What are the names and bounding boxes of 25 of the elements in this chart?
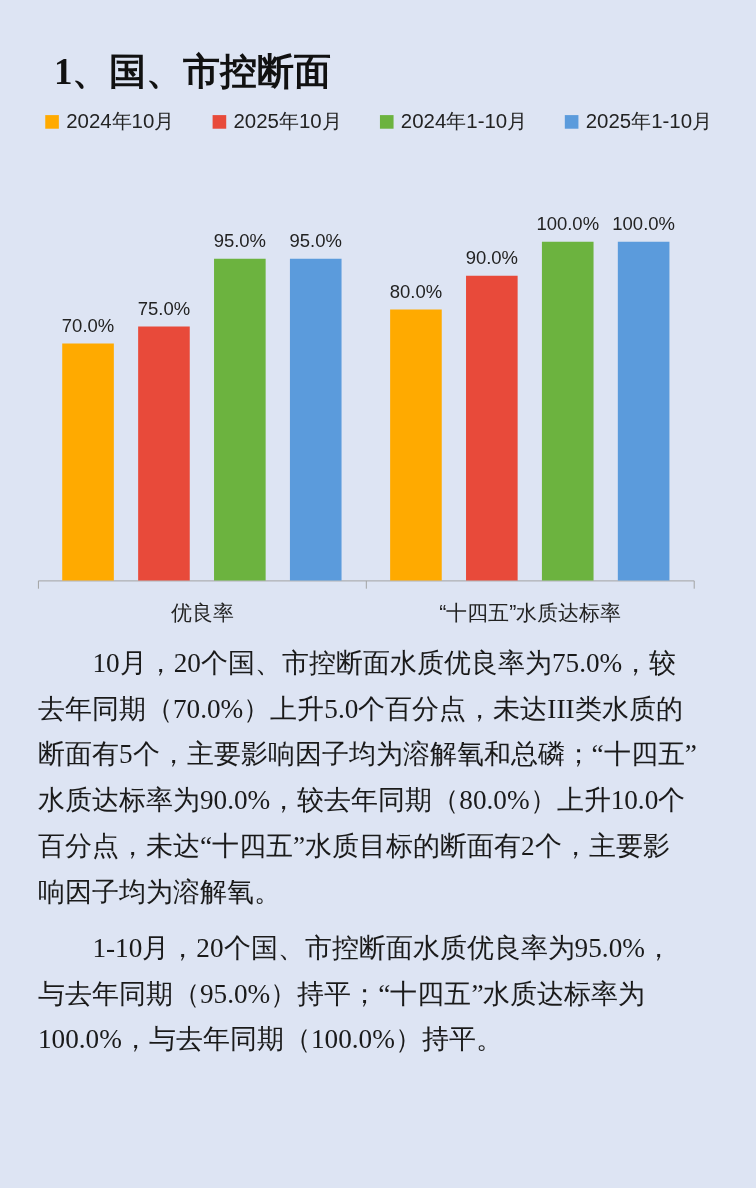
bar: [289, 258, 342, 581]
data-label: 100.0%: [536, 213, 600, 235]
data-label: 95.0%: [213, 230, 267, 252]
bar: [390, 309, 442, 581]
chart-title: 1、国、市控断面: [54, 51, 332, 93]
data-label: 95.0%: [289, 230, 342, 252]
x-tick-label: 优良率: [170, 600, 234, 625]
bar: [138, 326, 190, 581]
bar: [617, 241, 670, 581]
x-tick-label: “十四五”水质达标率: [439, 600, 622, 625]
text: 10月，20个国、市控断面水质优良率为75.0%，较去年同期（70.0%）上升5.0个百分点，未达III类水质的断面有5个，主要影响因子均为溶解氧和总磷；“十四五”水质达标率为90.0%，较去年同期（80.0%）上升10.0个百分点，未达“十四五”水质目标的断面有2个，主要影响因子均为溶解氧。: [37, 647, 697, 907]
data-label: 75.0%: [137, 297, 191, 319]
legend-label: 2025年10月: [233, 109, 342, 132]
bar: [541, 241, 594, 581]
legend-label: 2024年10月: [66, 109, 175, 132]
data-label: 70.0%: [61, 314, 115, 336]
text: 1-10月，20个国、市控断面水质优良率为95.0%，与去年同期（95.0%）持平；“十四五”水质达标率为100.0%，与去年同期（100.0%）持平。: [37, 932, 672, 1055]
data-label: 90.0%: [465, 247, 519, 269]
bar: [466, 275, 518, 581]
bar: [214, 258, 266, 581]
bar: [62, 343, 114, 581]
legend-label: 2025年1-10月: [585, 109, 713, 132]
data-label: 100.0%: [612, 213, 675, 235]
data-label: 80.0%: [389, 280, 443, 302]
legend-label: 2024年1-10月: [400, 109, 528, 132]
